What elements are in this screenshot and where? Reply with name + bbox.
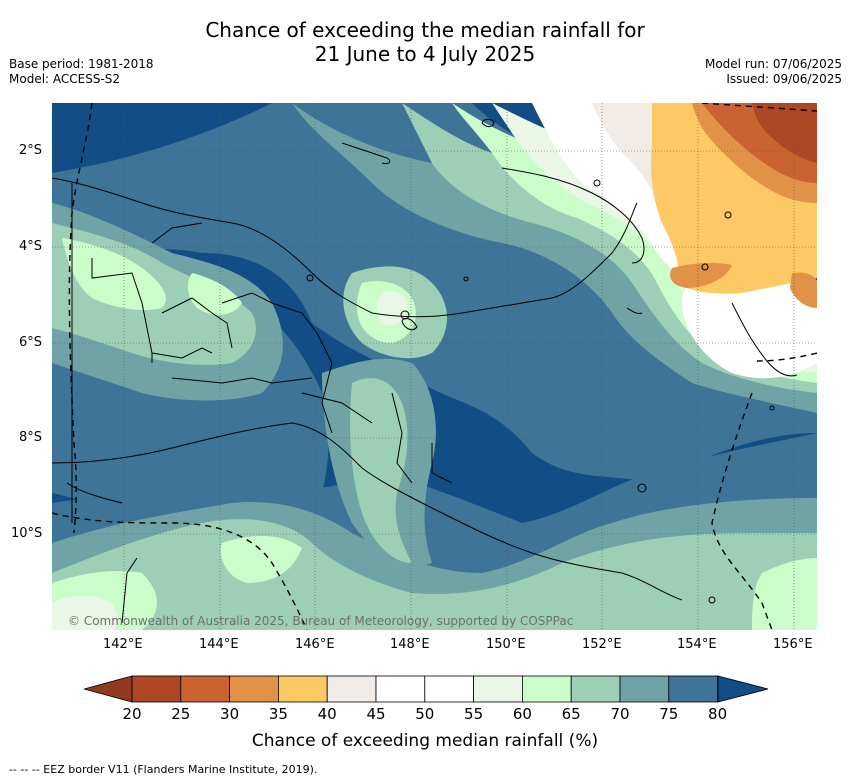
colorbar-tick-label: 75 xyxy=(659,705,679,723)
colorbar-cell xyxy=(668,675,718,703)
title-line-1: Chance of exceeding the median rainfall … xyxy=(205,18,645,42)
colorbar-cell xyxy=(424,675,474,703)
issued-text: Issued: 09/06/2025 xyxy=(726,72,842,86)
colorbar-tick-label: 50 xyxy=(415,705,435,723)
copyright-credit: © Commonwealth of Australia 2025, Bureau… xyxy=(68,614,574,628)
colorbar-title: Chance of exceeding median rainfall (%) xyxy=(251,731,599,751)
colorbar-low-extension xyxy=(84,675,133,703)
rainfall-map xyxy=(52,103,817,630)
model-text: Model: ACCESS-S2 xyxy=(9,72,121,86)
coastlines xyxy=(52,118,798,624)
model-run-text: Model run: 07/06/2025 xyxy=(704,57,842,71)
graticule xyxy=(52,103,817,630)
title-line-2: 21 June to 4 July 2025 xyxy=(314,42,536,66)
lon-label-154e: 154°E xyxy=(677,637,717,652)
eez-footnote: -- -- -- EEZ border V11 (Flanders Marine… xyxy=(9,763,318,776)
lon-label-150e: 150°E xyxy=(486,637,526,652)
meta-right: Model run: 07/06/2025 Issued: 09/06/2025 xyxy=(705,57,842,87)
colorbar-cells xyxy=(131,675,718,703)
colorbar-cell xyxy=(180,675,231,703)
colorbar-tick-label: 30 xyxy=(220,705,240,723)
colorbar-tick-label: 80 xyxy=(708,705,728,723)
colorbar-cell xyxy=(619,675,670,703)
colorbar-cell xyxy=(131,675,182,703)
meta-left: Base period: 1981-2018 Model: ACCESS-S2 xyxy=(9,57,154,87)
lat-label-10s: 10°S xyxy=(11,526,43,541)
islands xyxy=(306,179,775,604)
colorbar-tick-label: 40 xyxy=(317,705,337,723)
colorbar-cell xyxy=(229,675,279,703)
colorbar-tick-label: 70 xyxy=(610,705,630,723)
band-45-55 xyxy=(532,103,817,379)
lon-label-156e: 156°E xyxy=(773,637,813,652)
colorbar-tick-label: 55 xyxy=(464,705,484,723)
lon-label-144e: 144°E xyxy=(199,637,239,652)
colorbar-tick-label: 20 xyxy=(122,705,142,723)
band-20-25 xyxy=(752,103,817,163)
colorbar-cell xyxy=(375,675,426,703)
colorbar-tick-label: 25 xyxy=(171,705,191,723)
map-title: Chance of exceeding the median rainfall … xyxy=(0,18,850,66)
base-period-text: Base period: 1981-2018 xyxy=(9,57,154,71)
lon-label-152e: 152°E xyxy=(582,637,622,652)
colorbar-tick-label: 60 xyxy=(512,705,532,723)
colorbar-tick-label: 45 xyxy=(366,705,386,723)
lat-label-8s: 8°S xyxy=(19,430,43,445)
colorbar-cell xyxy=(570,675,621,703)
lat-label-6s: 6°S xyxy=(19,335,43,350)
lon-label-146e: 146°E xyxy=(295,637,335,652)
lat-label-4s: 4°S xyxy=(19,239,43,254)
colorbar-tick-label: 65 xyxy=(561,705,581,723)
colorbar-cell xyxy=(277,675,328,703)
province-borders xyxy=(71,183,453,523)
lon-label-142e: 142°E xyxy=(103,637,143,652)
colorbar-cell xyxy=(473,675,523,703)
lat-label-2s: 2°S xyxy=(19,143,43,158)
colorbar xyxy=(84,675,768,703)
colorbar-tick-label: 35 xyxy=(268,705,288,723)
eez-borders xyxy=(52,103,817,630)
colorbar-cell xyxy=(521,675,572,703)
lon-label-148e: 148°E xyxy=(390,637,430,652)
colorbar-high-extension xyxy=(717,675,768,703)
colorbar-cell xyxy=(326,675,377,703)
